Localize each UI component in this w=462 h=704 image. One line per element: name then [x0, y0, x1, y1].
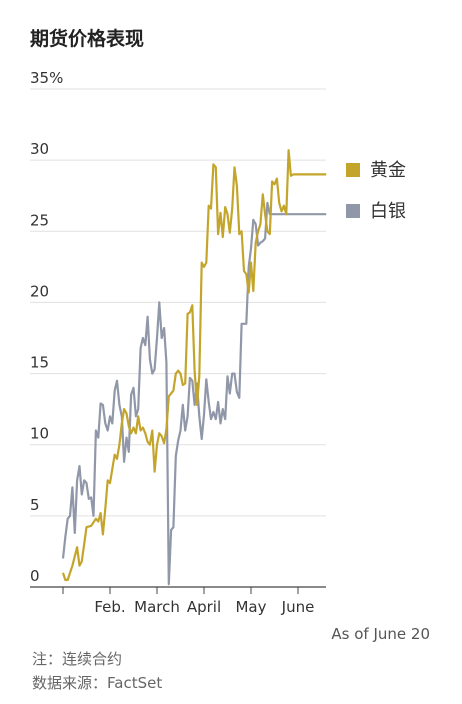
x-tick-label: March [134, 598, 180, 616]
gridlines [30, 88, 326, 517]
y-tick-label: 35% [30, 69, 63, 87]
legend-silver: 白银 [346, 197, 406, 223]
legend-gold-label: 黄金 [370, 160, 406, 181]
data-source: 数据来源：FactSet [32, 674, 163, 692]
as-of-date: As of June 20 [331, 625, 430, 643]
y-tick-label: 30 [30, 140, 49, 158]
legend-silver-label: 白银 [370, 201, 406, 222]
chart-title: 期货价格表现 [30, 28, 145, 50]
y-tick-label: 0 [30, 567, 40, 585]
y-tick-label: 5 [30, 496, 40, 514]
x-axis: Feb. March April May June [30, 586, 326, 616]
y-tick-label: 25 [30, 211, 49, 229]
legend-gold-swatch [346, 163, 360, 177]
x-tick-label: April [187, 598, 221, 616]
y-tick-label: 10 [30, 425, 49, 443]
series-line-silver [61, 201, 327, 586]
series-lines [61, 149, 327, 586]
footnote: 注：连续合约 [32, 650, 123, 668]
y-tick-label: 15 [30, 354, 49, 372]
x-tick-label: Feb. [94, 598, 125, 616]
x-tick-label: May [235, 598, 266, 616]
legend-gold: 黄金 [346, 156, 406, 182]
series-line-gold [61, 149, 327, 582]
y-axis-labels: 0 5 10 15 20 25 30 35% [30, 69, 63, 585]
x-tick-label: June [281, 598, 315, 616]
y-tick-label: 20 [30, 282, 49, 300]
legend-silver-swatch [346, 204, 360, 218]
